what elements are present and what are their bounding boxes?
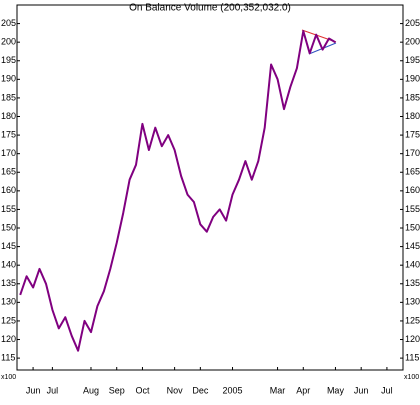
y-tick-label: 130: [1, 297, 16, 307]
x-tick-label: Apr: [296, 385, 310, 395]
x-tick-label: Jul: [381, 385, 393, 395]
y-tick-label: 175: [1, 129, 16, 139]
y-tick-label: 155: [405, 204, 420, 214]
x-tick-label: Sep: [109, 385, 125, 395]
y-tick-label: 120: [1, 334, 16, 344]
unit-label: x100: [1, 374, 16, 381]
y-tick-label: 170: [1, 148, 16, 158]
y-tick-label: 175: [405, 129, 420, 139]
chart-title: On Balance Volume (200,352,032.0): [129, 3, 291, 14]
y-tick-label: 140: [405, 260, 420, 270]
y-tick-label: 135: [1, 278, 16, 288]
y-tick-label: 200: [1, 37, 16, 47]
x-tick-label: Jul: [47, 385, 59, 395]
unit-label: x100: [404, 374, 419, 381]
x-tick-label: Aug: [83, 385, 99, 395]
y-tick-label: 150: [405, 222, 420, 232]
y-tick-label: 195: [405, 55, 420, 65]
x-tick-label: 2005: [223, 385, 243, 395]
y-tick-label: 205: [1, 18, 16, 28]
x-tick-label: Nov: [167, 385, 184, 395]
y-tick-label: 205: [405, 18, 420, 28]
x-tick-label: Jun: [354, 385, 369, 395]
y-tick-label: 125: [1, 315, 16, 325]
y-tick-label: 145: [1, 241, 16, 251]
y-tick-label: 200: [405, 37, 420, 47]
y-tick-label: 115: [1, 352, 15, 362]
y-tick-label: 115: [405, 352, 419, 362]
y-tick-label: 195: [1, 55, 16, 65]
y-tick-label: 120: [405, 334, 420, 344]
y-tick-label: 150: [1, 222, 16, 232]
y-tick-label: 130: [405, 297, 420, 307]
series-line: [19, 30, 336, 352]
y-tick-label: 190: [405, 74, 420, 84]
x-tick-label: May: [327, 385, 345, 395]
y-tick-label: 155: [1, 204, 16, 214]
y-tick-label: 185: [1, 92, 16, 102]
y-tick-label: 140: [1, 260, 16, 270]
y-tick-label: 135: [405, 278, 420, 288]
plot-frame: [16, 4, 404, 371]
x-tick-label: Dec: [192, 385, 209, 395]
y-tick-label: 170: [405, 148, 420, 158]
y-tick-label: 160: [405, 185, 420, 195]
x-tick-label: Mar: [270, 385, 286, 395]
y-tick-label: 185: [405, 92, 420, 102]
y-tick-label: 180: [405, 111, 420, 121]
x-tick-label: Jun: [26, 385, 41, 395]
x-tick-label: Oct: [135, 385, 150, 395]
y-tick-label: 125: [405, 315, 420, 325]
y-tick-label: 165: [405, 167, 420, 177]
y-tick-label: 190: [1, 74, 16, 84]
y-tick-label: 145: [405, 241, 420, 251]
y-tick-label: 160: [1, 185, 16, 195]
y-tick-label: 180: [1, 111, 16, 121]
y-tick-label: 165: [1, 167, 16, 177]
